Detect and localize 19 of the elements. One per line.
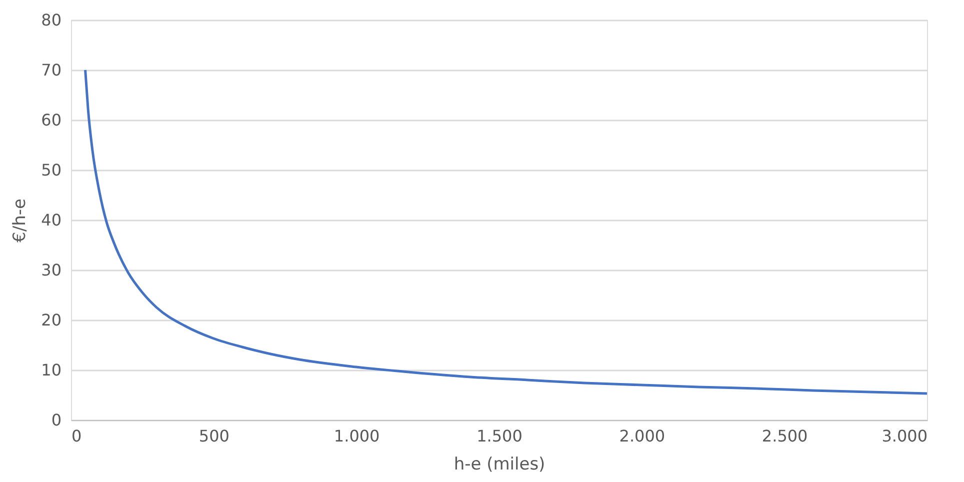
y-tick-label: 0 (51, 410, 62, 430)
x-tick-label: 1.500 (476, 426, 522, 446)
y-tick-label: 10 (41, 360, 62, 380)
y-tick-label: 30 (41, 260, 62, 280)
x-axis-title: h-e (miles) (454, 454, 546, 474)
line-series (84, 68, 928, 395)
y-tick-label: 60 (41, 110, 62, 130)
x-tick-label: 2.000 (619, 426, 666, 446)
x-tick-label: 500 (198, 426, 230, 446)
y-tick-label: 20 (41, 310, 62, 330)
x-tick-label: 0 (72, 426, 82, 446)
y-tick-label: 70 (41, 60, 62, 80)
y-tick-label: 50 (41, 160, 62, 180)
x-tick-label: 2.500 (762, 426, 808, 446)
x-tick-label: 1.000 (334, 426, 380, 446)
y-tick-label: 40 (41, 210, 62, 230)
y-axis-title: €/h-e (10, 198, 30, 242)
y-tick-label: 80 (41, 10, 62, 30)
x-tick-label: 3.000 (882, 426, 928, 446)
